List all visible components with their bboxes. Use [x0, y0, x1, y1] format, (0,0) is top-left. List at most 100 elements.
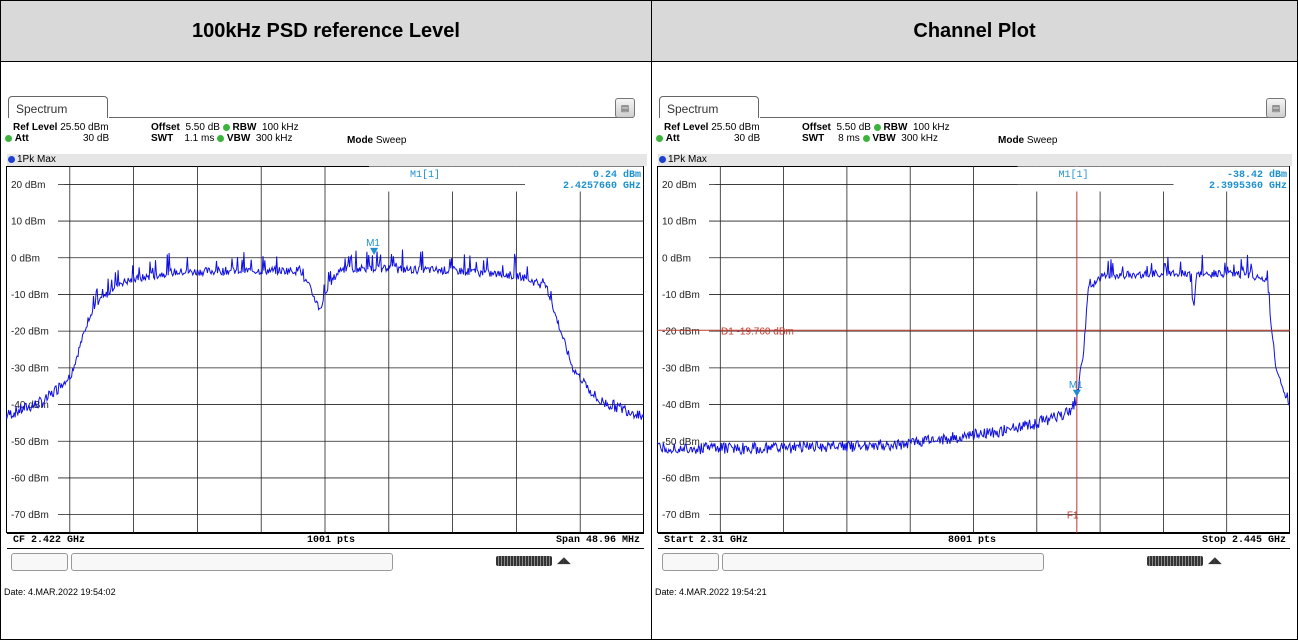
panel-divider	[651, 0, 652, 640]
mode-row: Mode Sweep	[998, 135, 1057, 146]
y-tick-label: -50 dBm	[11, 437, 49, 448]
offset-label: Offset	[802, 122, 831, 133]
spectrum-tab[interactable]: Spectrum	[659, 96, 759, 118]
spectrum-plot: 20 dBm 10 dBm 0 dBm -10 dBm -20 dBm -30 dBm -4…	[6, 166, 644, 533]
axis-label-bg	[8, 288, 56, 301]
att-status-icon	[656, 134, 663, 142]
vbw-status-icon	[862, 134, 870, 142]
axis-label-bg	[8, 325, 56, 338]
rbw-status-icon	[873, 123, 881, 131]
footer-right: Stop 2.445 GHz	[1201, 535, 1286, 546]
axis-label-bg	[8, 471, 56, 484]
axis-label-bg	[659, 361, 707, 374]
marker-m1-icon	[370, 247, 379, 255]
axis-label-bg	[659, 508, 707, 521]
att-row: Att	[656, 133, 680, 144]
ref-level-value: 25.50 dBm	[60, 122, 109, 133]
menu-icon[interactable]: ▤	[1266, 98, 1286, 118]
axis-label-bg	[8, 435, 56, 448]
spectrum-panel-right: Spectrum ▤ Ref Level 25.50 dBm Offset 5.…	[652, 62, 1296, 639]
offset-value: 5.50 dB	[836, 122, 871, 133]
trace-info: 1Pk Max	[658, 154, 1292, 166]
trace-label: 1Pk Max	[17, 154, 56, 165]
y-tick-label: -10 dBm	[662, 290, 700, 301]
y-tick-label: -10 dBm	[11, 290, 49, 301]
y-tick-label: -50 dBm	[662, 437, 700, 448]
y-tick-label: -70 dBm	[11, 510, 49, 521]
ref-level-label: Ref Level	[664, 122, 709, 133]
status-field-1[interactable]	[662, 553, 719, 571]
frequency-line-label: F1	[1067, 511, 1079, 522]
y-tick-label: -30 dBm	[662, 363, 700, 374]
y-tick-label: -60 dBm	[11, 473, 49, 484]
y-tick-label: 10 dBm	[11, 217, 45, 228]
progress-indicator	[1147, 556, 1203, 566]
marker-readout-freq: 2.3995360 GHz	[1209, 181, 1287, 192]
mode-value: Sweep	[1026, 135, 1058, 146]
footer-left: Start 2.31 GHz	[664, 535, 749, 546]
vbw-label: VBW	[872, 133, 896, 144]
axis-label-bg	[659, 435, 707, 448]
axis-label-bg	[659, 178, 707, 191]
status-field-1[interactable]	[11, 553, 68, 571]
y-tick-label: -30 dBm	[11, 363, 49, 374]
footer-center: 8001 pts	[948, 535, 997, 546]
mode-value: Sweep	[375, 135, 407, 146]
offset-row: Offset 5.50 dB RBW 100 kHz	[802, 122, 950, 133]
y-tick-label: -40 dBm	[11, 400, 49, 411]
mode-row: Mode Sweep	[347, 135, 406, 146]
status-icon: ◢◣	[557, 555, 571, 565]
y-tick-label: 20 dBm	[11, 180, 45, 191]
vbw-value: 300 kHz	[255, 133, 293, 144]
swt-value: 8 ms	[838, 133, 860, 144]
y-tick-label: 0 dBm	[662, 253, 691, 264]
y-tick-label: 20 dBm	[662, 180, 696, 191]
marker-readout-level: -38.42 dBm	[1227, 169, 1287, 181]
offset-value: 5.50 dB	[185, 122, 220, 133]
rbw-value: 100 kHz	[261, 122, 299, 133]
spectrum-tab[interactable]: Spectrum	[8, 96, 108, 118]
axis-label-bg	[659, 288, 707, 301]
swt-label: SWT	[151, 133, 174, 144]
trace-info: 1Pk Max	[7, 154, 647, 166]
offset-label: Offset	[151, 122, 180, 133]
trace-dot-icon	[659, 155, 666, 163]
swt-row: SWT 1.1 ms VBW 300 kHz	[151, 133, 293, 144]
tab-baseline	[760, 117, 1283, 118]
vbw-value: 300 kHz	[901, 133, 938, 144]
status-bar: ◢◣	[657, 553, 1297, 571]
footer-right: Span 48.96 MHz	[555, 535, 640, 546]
marker-readout-level: 0.24 dBm	[593, 169, 641, 181]
marker-readout-bg	[369, 166, 643, 192]
date-stamp: Date: 4.MAR.2022 19:54:21	[655, 587, 767, 597]
status-field-2[interactable]	[722, 553, 1044, 571]
trace-line	[657, 254, 1290, 456]
header-left: 100kHz PSD reference Level	[1, 1, 651, 62]
att-row: Att	[5, 133, 29, 144]
spectrum-plot: 20 dBm 10 dBm 0 dBm -10 dBm -20 dBm -30 dBm -4…	[657, 166, 1290, 533]
mode-label: Mode	[998, 135, 1025, 146]
footer-left: CF 2.422 GHz	[13, 535, 86, 546]
att-label: Att	[14, 133, 29, 144]
status-field-2[interactable]	[71, 553, 393, 571]
marker-m1-icon	[1072, 389, 1081, 397]
swt-value: 1.1 ms	[184, 133, 215, 144]
vbw-status-icon	[217, 134, 225, 142]
axis-label-bg	[659, 471, 707, 484]
axis-label-bg	[659, 215, 707, 228]
date-stamp: Date: 4.MAR.2022 19:54:02	[4, 587, 116, 597]
rbw-label: RBW	[232, 122, 257, 133]
marker-readout-label: M1[1]	[1059, 169, 1089, 181]
menu-icon[interactable]: ▤	[615, 98, 635, 118]
axis-label-bg	[8, 178, 56, 191]
plot-footer: CF 2.422 GHz 1001 pts Span 48.96 MHz	[7, 533, 644, 549]
marker-readout-freq: 2.4257660 GHz	[563, 181, 641, 192]
axis-label-bg	[659, 251, 707, 264]
att-status-icon	[5, 134, 12, 142]
marker-m1-tag: M1	[1069, 380, 1083, 391]
y-tick-label: -70 dBm	[662, 510, 700, 521]
display-line-label: D1 -19.760 dBm	[721, 326, 794, 337]
y-tick-label: -20 dBm	[11, 327, 49, 338]
y-tick-label: -20 dBm	[662, 327, 700, 338]
axis-label-bg	[8, 508, 56, 521]
